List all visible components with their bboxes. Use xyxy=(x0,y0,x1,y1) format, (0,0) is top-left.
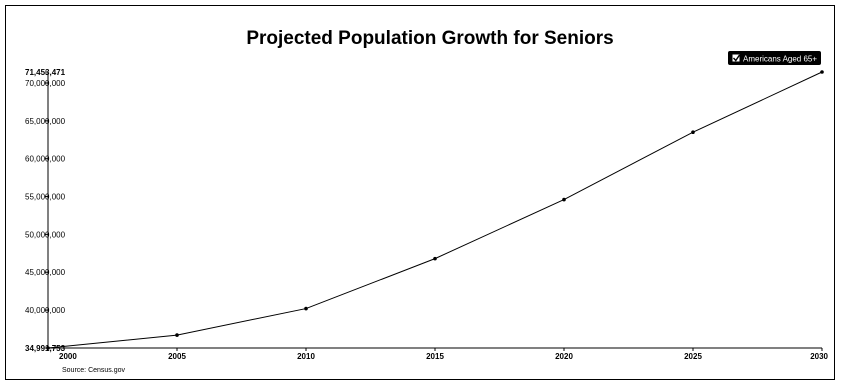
series-layer xyxy=(46,70,824,350)
x-tick-label: 2015 xyxy=(426,352,444,361)
y-tick-label: 50,000,000 xyxy=(25,230,66,239)
x-tick-label: 2010 xyxy=(297,352,315,361)
data-point[interactable] xyxy=(562,197,566,202)
data-point[interactable] xyxy=(175,333,179,337)
x-tick-label: 2025 xyxy=(684,352,702,361)
y-tick-label: 70,000,000 xyxy=(25,79,66,88)
source-label: Source: Census.gov xyxy=(62,367,126,374)
y-tick-labels: 34,991,753 40,000,000 45,000,000 50,000,000… xyxy=(25,68,66,353)
y-tick-label: 65,000,000 xyxy=(25,117,66,126)
data-point[interactable] xyxy=(46,346,50,350)
legend-checkbox[interactable] xyxy=(731,53,741,63)
y-tick-label: 55,000,000 xyxy=(25,193,66,202)
chart-title: Projected Population Growth for Seniors xyxy=(246,28,613,49)
y-tick-label: 34,991,753 xyxy=(25,344,66,353)
legend-label: Americans Aged 65+ xyxy=(743,55,817,64)
chart-frame xyxy=(5,5,835,380)
y-tick-label: 71,453,471 xyxy=(25,68,66,77)
series-line xyxy=(47,71,823,349)
y-tick-label: 60,000,000 xyxy=(25,155,66,164)
legend[interactable]: Americans Aged 65+ xyxy=(728,51,821,65)
x-tick-labels: 2000 2005 2010 2015 2020 2025 2030 xyxy=(47,348,829,361)
x-tick-label: 2005 xyxy=(168,352,186,361)
x-tick-label: 2020 xyxy=(555,352,573,361)
checkmark-icon xyxy=(732,54,741,62)
legend-box xyxy=(728,51,821,65)
y-tick-label: 40,000,000 xyxy=(25,306,66,315)
x-tick-label: 2030 xyxy=(810,352,828,361)
x-tick-label: 2000 xyxy=(59,352,77,361)
data-point[interactable] xyxy=(433,256,437,261)
data-point[interactable] xyxy=(820,70,824,74)
data-point[interactable] xyxy=(304,306,308,311)
y-tick-label: 45,000,000 xyxy=(25,268,66,277)
data-point[interactable] xyxy=(691,130,695,135)
